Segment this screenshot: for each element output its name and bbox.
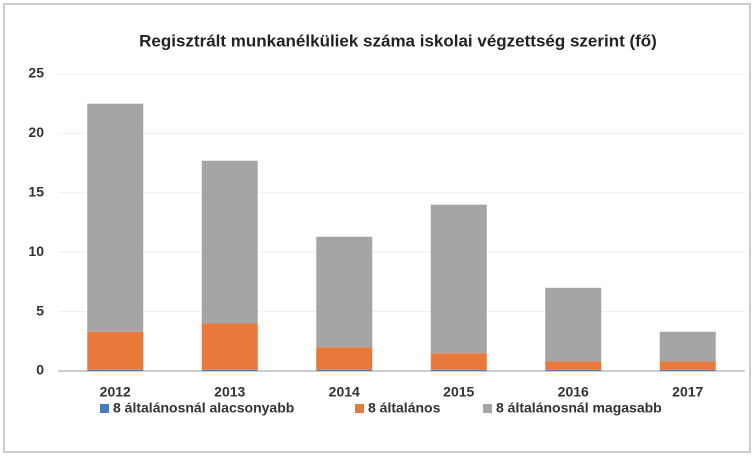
legend-label: 8 általánosnál alacsonyabb xyxy=(113,400,294,416)
legend-label: 8 általánosnál magasabb xyxy=(496,400,662,416)
bar-segment xyxy=(430,369,487,371)
chart-title: Regisztrált munkanélküliek száma iskolai… xyxy=(139,31,657,50)
bar-segment xyxy=(545,287,602,362)
bar-segment xyxy=(545,361,602,370)
x-tick-label: 2012 xyxy=(100,384,131,400)
y-tick-label: 15 xyxy=(28,184,44,200)
x-tick-label: 2013 xyxy=(214,384,245,400)
x-tick-label: 2017 xyxy=(672,384,703,400)
bar-segment xyxy=(87,369,144,371)
bar-segment xyxy=(201,323,258,370)
bar-segment xyxy=(87,103,144,332)
legend-label: 8 általános xyxy=(368,400,441,416)
bar-segment xyxy=(201,160,258,324)
bar-segment xyxy=(545,369,602,371)
bar-segment xyxy=(659,361,716,370)
x-tick-label: 2016 xyxy=(558,384,589,400)
y-tick-label: 25 xyxy=(28,65,44,81)
bar-segment xyxy=(659,369,716,371)
bar-segment xyxy=(430,353,487,370)
bar-segment xyxy=(316,236,373,348)
bar-segment xyxy=(316,369,373,371)
legend-swatch xyxy=(355,404,364,413)
bar-segment xyxy=(430,204,487,354)
y-tick-label: 5 xyxy=(36,302,44,318)
legend-swatch xyxy=(100,404,109,413)
y-tick-label: 10 xyxy=(28,243,44,259)
bar-segment xyxy=(87,331,144,370)
x-tick-label: 2014 xyxy=(329,384,360,400)
bar-segment xyxy=(659,331,716,362)
x-tick-label: 2015 xyxy=(443,384,474,400)
legend-swatch xyxy=(483,404,492,413)
y-tick-label: 20 xyxy=(28,124,44,140)
bar-segment xyxy=(316,347,373,370)
bar-segment xyxy=(201,369,258,371)
y-tick-label: 0 xyxy=(36,362,44,378)
